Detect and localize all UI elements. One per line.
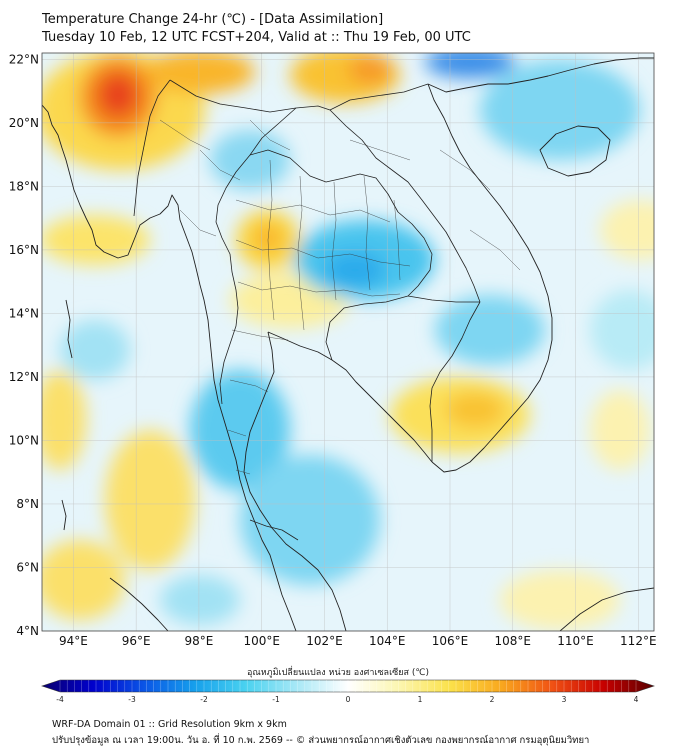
- gulf-of-thailand-coastline: [243, 331, 347, 631]
- cambodia-vietnam-border: [429, 301, 481, 462]
- map-title: Temperature Change 24-hr (℃) - [Data Ass…: [42, 12, 384, 27]
- lon-tick-label: 112°E: [620, 634, 657, 648]
- colorbar-tick-label: -1: [272, 695, 280, 704]
- cambodia-coastline: [267, 331, 433, 463]
- lon-tick-label: 100°E: [243, 634, 280, 648]
- colorbar-tick-label: 0: [346, 695, 351, 704]
- colorbar-tick-label: 3: [562, 695, 567, 704]
- longitude-labels: 94°E 96°E 98°E 100°E 102°E 104°E 106°E 108°E 110…: [59, 634, 657, 648]
- map-subtitle: Tuesday 10 Feb, 12 UTC FCST+204, Valid a…: [42, 30, 471, 45]
- country-borders: [133, 79, 481, 541]
- footer-update-info: ปรับปรุงข้อมูล ณ เวลา 19:00น. วัน อ. ที่…: [52, 735, 590, 746]
- lat-tick-label: 14°N: [9, 306, 39, 320]
- lat-tick-label: 4°N: [16, 624, 39, 638]
- lat-tick-label: 22°N: [9, 52, 39, 66]
- colorbar-tick-label: -3: [128, 695, 136, 704]
- china-southern-border: [169, 79, 429, 113]
- latitude-labels: 22°N 20°N 18°N 16°N 14°N 12°N 10°N 8°N 6°N 4°N: [9, 52, 39, 638]
- vietnam-coastline: [427, 83, 553, 473]
- lat-tick-label: 20°N: [9, 116, 39, 130]
- colorbar-ticks: -4 -3 -2 -1 0 1 2 3 4: [56, 695, 638, 704]
- borneo-coastline: [559, 587, 654, 631]
- colorbar-tick-label: 1: [418, 695, 423, 704]
- colorbar-title: อุณหภูมิเปลี่ยนแปลง หน่วย องศาเซลเซียส (…: [246, 668, 430, 678]
- lat-tick-label: 6°N: [16, 560, 39, 574]
- lon-tick-label: 106°E: [432, 634, 469, 648]
- cambodia-laos-border: [407, 295, 480, 303]
- lon-tick-label: 94°E: [59, 634, 88, 648]
- map-gridlines: [42, 53, 654, 631]
- colorbar-tick-label: -2: [200, 695, 208, 704]
- lat-tick-label: 12°N: [9, 370, 39, 384]
- laos-vietnam-border: [329, 109, 481, 303]
- nicobar-islands: [61, 499, 67, 531]
- myanmar-thailand-border: [215, 154, 251, 405]
- lat-tick-label: 10°N: [9, 433, 39, 447]
- thailand-cambodia-border: [325, 295, 409, 361]
- colorbar-tick-label: 2: [490, 695, 495, 704]
- south-china-coastline: [427, 57, 654, 93]
- province-borders: [159, 119, 521, 475]
- lon-tick-label: 96°E: [122, 634, 151, 648]
- coastlines-and-borders: [42, 57, 654, 631]
- myanmar-laos-border: [249, 107, 297, 156]
- colorbar: -4 -3 -2 -1 0 1 2 3 4: [41, 679, 655, 704]
- thailand-laos-border: [249, 149, 433, 297]
- lon-tick-label: 104°E: [369, 634, 406, 648]
- sumatra-coastline: [109, 577, 169, 631]
- andaman-islands: [65, 299, 73, 359]
- thailand-malaysia-border: [249, 519, 299, 541]
- myanmar-coastline: [42, 104, 297, 631]
- temperature-field: [42, 53, 654, 631]
- footer-model-info: WRF-DA Domain 01 :: Grid Resolution 9km …: [52, 719, 287, 730]
- colorbar-tick-label: 4: [634, 695, 639, 704]
- lon-tick-label: 102°E: [306, 634, 343, 648]
- lon-tick-label: 108°E: [495, 634, 532, 648]
- lat-tick-label: 8°N: [16, 497, 39, 511]
- lat-tick-label: 18°N: [9, 179, 39, 193]
- lat-tick-label: 16°N: [9, 243, 39, 257]
- india-myanmar-border: [133, 79, 171, 217]
- plot-frame: [41, 52, 655, 632]
- lon-tick-label: 98°E: [184, 634, 213, 648]
- colorbar-tick-label: -4: [56, 695, 64, 704]
- hainan-island: [539, 125, 611, 177]
- lon-tick-label: 110°E: [557, 634, 594, 648]
